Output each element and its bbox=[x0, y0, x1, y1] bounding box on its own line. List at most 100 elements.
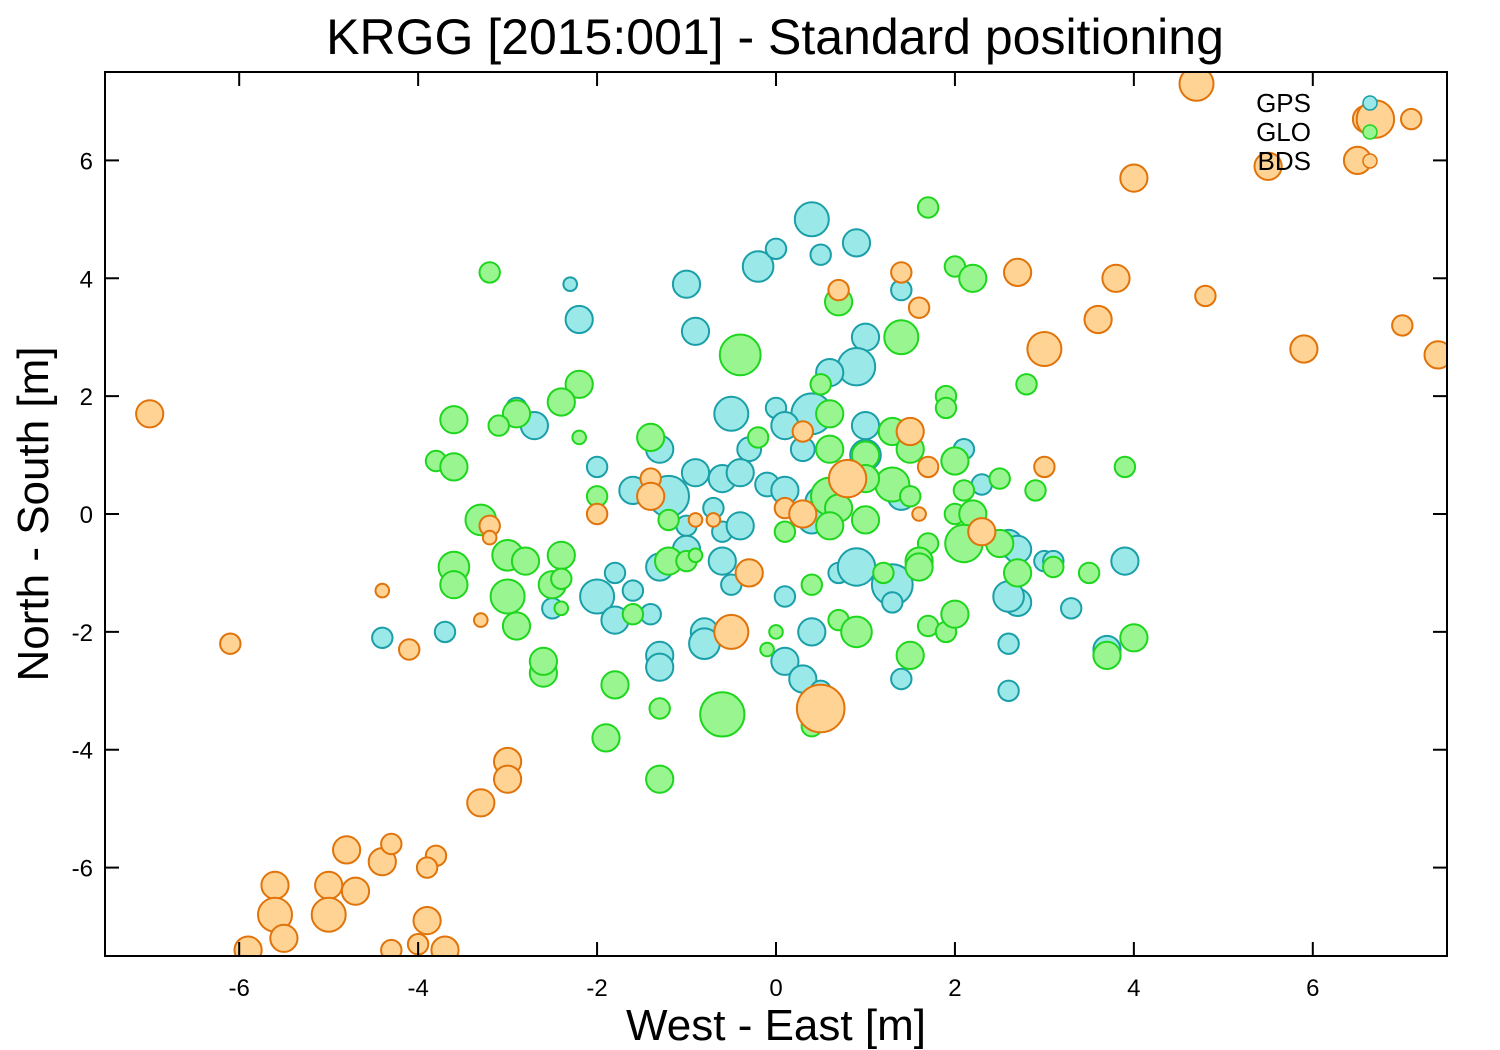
data-point bbox=[1110, 546, 1140, 576]
data-point bbox=[310, 896, 347, 933]
data-point bbox=[501, 611, 532, 641]
data-point bbox=[705, 512, 722, 528]
legend-label-bds: BDS bbox=[1258, 146, 1311, 176]
x-axis-label: West - East [m] bbox=[626, 1001, 926, 1050]
data-point bbox=[687, 547, 704, 564]
data-point bbox=[718, 333, 762, 377]
data-point bbox=[997, 679, 1020, 702]
data-point bbox=[1003, 558, 1033, 588]
data-point bbox=[671, 269, 702, 299]
data-point bbox=[1289, 334, 1319, 364]
data-point bbox=[1060, 597, 1083, 620]
data-point bbox=[907, 296, 931, 319]
data-point bbox=[795, 683, 846, 734]
data-point bbox=[1119, 623, 1149, 653]
data-point bbox=[809, 373, 832, 396]
data-point bbox=[415, 856, 439, 879]
data-point bbox=[380, 832, 403, 856]
data-point bbox=[1194, 284, 1217, 308]
data-point bbox=[699, 691, 746, 738]
data-point bbox=[713, 613, 750, 650]
data-point bbox=[872, 561, 895, 585]
data-point bbox=[1026, 331, 1063, 367]
data-point bbox=[890, 261, 913, 284]
legend-marker-glo bbox=[1362, 124, 1378, 140]
chart-title: KRGG [2015:001] - Standard positioning bbox=[326, 9, 1224, 65]
data-point bbox=[546, 540, 576, 570]
data-point bbox=[314, 870, 344, 900]
data-point bbox=[579, 578, 616, 615]
data-point bbox=[881, 591, 904, 614]
data-point bbox=[741, 250, 775, 283]
data-point bbox=[680, 458, 711, 488]
data-point bbox=[550, 567, 573, 590]
data-point bbox=[621, 579, 645, 602]
data-point bbox=[600, 670, 630, 700]
data-point bbox=[510, 546, 541, 576]
data-point bbox=[890, 667, 913, 691]
data-point bbox=[940, 599, 970, 629]
data-point bbox=[997, 632, 1020, 655]
data-point bbox=[571, 429, 588, 446]
data-point bbox=[800, 573, 823, 596]
x-tick-label: 6 bbox=[1306, 975, 1319, 1002]
data-point bbox=[836, 547, 877, 587]
x-tick-label: 2 bbox=[948, 975, 961, 1002]
data-point bbox=[850, 322, 881, 352]
x-tick-label: 0 bbox=[769, 975, 782, 1002]
data-point bbox=[1400, 107, 1423, 131]
data-point bbox=[473, 612, 489, 628]
data-point bbox=[332, 835, 362, 865]
y-tick-label: 6 bbox=[80, 148, 93, 175]
data-point bbox=[958, 263, 988, 293]
data-point bbox=[553, 600, 570, 617]
data-point bbox=[725, 511, 755, 541]
series-gps bbox=[371, 201, 1140, 702]
data-points bbox=[135, 72, 1447, 956]
legend-marker-bds bbox=[1362, 153, 1378, 169]
data-point bbox=[1253, 151, 1283, 181]
data-point bbox=[489, 578, 526, 615]
data-point bbox=[899, 485, 922, 508]
y-tick-label: -4 bbox=[72, 738, 93, 765]
data-point bbox=[713, 395, 750, 432]
data-point bbox=[770, 646, 800, 676]
data-point bbox=[680, 316, 711, 346]
data-point bbox=[773, 585, 797, 608]
data-point bbox=[988, 467, 1011, 490]
data-point bbox=[815, 399, 845, 429]
data-point bbox=[648, 697, 671, 720]
data-point bbox=[562, 276, 579, 293]
data-point bbox=[1092, 640, 1122, 671]
data-point bbox=[940, 446, 970, 476]
data-point bbox=[585, 455, 609, 479]
data-point bbox=[430, 935, 460, 956]
data-point bbox=[815, 434, 845, 464]
data-point bbox=[1113, 455, 1137, 479]
data-point bbox=[260, 870, 290, 900]
data-point bbox=[374, 582, 391, 599]
data-point bbox=[269, 923, 299, 953]
data-point bbox=[759, 641, 775, 658]
data-point bbox=[466, 788, 496, 818]
data-point bbox=[1391, 314, 1414, 337]
data-point bbox=[911, 506, 927, 522]
data-point bbox=[603, 561, 627, 585]
axis-ticks: -6 -4 -2 0 2 4 6 -6 -4 -2 0 2 4 6 bbox=[72, 72, 1447, 1002]
legend-label-gps: GPS bbox=[1256, 88, 1311, 118]
data-point bbox=[1024, 479, 1047, 502]
y-tick-label: -2 bbox=[72, 620, 93, 647]
data-point bbox=[734, 558, 764, 588]
y-tick-label: -6 bbox=[72, 856, 93, 883]
y-axis-label: North - South [m] bbox=[9, 346, 58, 681]
plot-area bbox=[104, 71, 1448, 957]
data-point bbox=[788, 499, 818, 529]
data-point bbox=[916, 455, 940, 479]
data-point bbox=[219, 632, 242, 655]
data-point bbox=[916, 196, 940, 219]
y-tick-label: 2 bbox=[80, 384, 93, 411]
y-tick-label: 4 bbox=[80, 266, 93, 293]
data-point bbox=[1119, 163, 1149, 193]
